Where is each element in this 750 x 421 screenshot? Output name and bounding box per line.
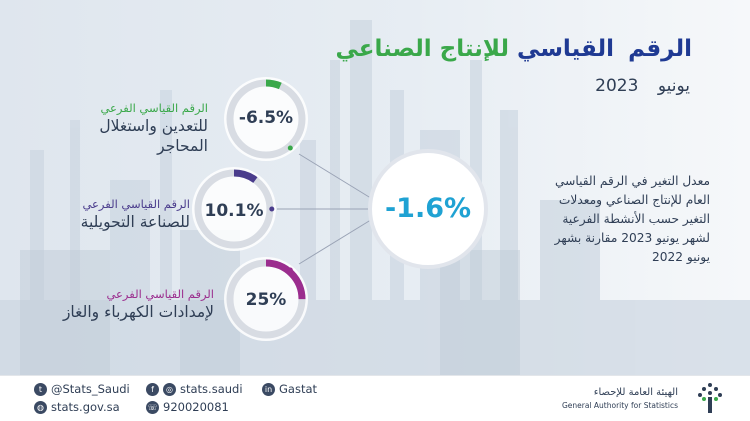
instagram-icon: ◎: [163, 382, 176, 396]
twitter-handle: @Stats_Saudi: [51, 382, 130, 396]
ring-connector-dot-mining: [287, 145, 293, 151]
footer-phone[interactable]: ☏ 920020081: [146, 400, 229, 414]
website-url: stats.gov.sa: [51, 400, 120, 414]
description-line: لشهر يونيو 2023 مقارنة بشهر: [554, 231, 710, 245]
title-part-3: للإنتاج الصناعي: [335, 36, 510, 62]
footer: t @Stats_Saudi ◍ stats.gov.sa f ◎ stats.…: [0, 375, 750, 421]
facebook-icon: f: [146, 382, 159, 396]
ring-background-electricity: [224, 257, 308, 341]
sub-index-name: للتعدين واستغلال: [99, 117, 208, 135]
sub-index-caption: الرقم القياسي الفرعي: [82, 197, 190, 211]
gastat-logo: الهيئة العامة للإحصاء General Authority …: [562, 379, 730, 419]
globe-icon: ◍: [34, 400, 47, 414]
sub-index-label-manufacturing: الرقم القياسي الفرعي للصناعة التحويلية: [20, 196, 190, 232]
logo-text-ar: الهيئة العامة للإحصاء: [593, 387, 678, 398]
title-part-1: الرقم: [628, 36, 692, 62]
page-subtitle: يونيو 2023: [595, 76, 690, 96]
linkedin-icon: in: [262, 382, 275, 396]
footer-twitter[interactable]: t @Stats_Saudi: [34, 382, 130, 396]
sub-index-label-mining: الرقم القياسي الفرعي للتعدين واستغلال ال…: [38, 100, 208, 156]
ring-connector-dot-manufacturing: [269, 206, 275, 212]
sub-index-name: لإمدادات الكهرباء والغاز: [62, 303, 214, 321]
description-line: التغير حسب الأنشطة الفرعية: [562, 212, 710, 226]
twitter-icon: t: [34, 382, 47, 396]
ring-progress-manufacturing: [194, 169, 274, 249]
sub-index-name-cont: المحاجر: [157, 137, 208, 155]
phone-icon: ☏: [146, 400, 159, 414]
page-title: الرقم القياسي للإنتاج الصناعي: [335, 36, 692, 62]
ring-progress-electricity: [226, 259, 306, 339]
sub-index-caption: الرقم القياسي الفرعي: [106, 287, 214, 301]
description-line: يونيو 2022: [652, 250, 710, 264]
title-part-2: القياسي: [517, 36, 615, 62]
subtitle-year: 2023: [595, 76, 639, 96]
logo-text-en: General Authority for Statistics: [561, 401, 678, 410]
ring-background-manufacturing: [192, 167, 276, 251]
linkedin-handle: Gastat: [279, 382, 318, 396]
sub-index-value-manufacturing: 10.1%: [204, 201, 264, 221]
description-line: معدل التغير في الرقم القياسي: [555, 174, 710, 188]
sub-index-value-mining: -6.5%: [238, 108, 294, 128]
sub-index-label-electricity: الرقم القياسي الفرعي لإمدادات الكهرباء و…: [44, 286, 214, 322]
logo-mark: [698, 383, 722, 413]
ring-background-mining: [224, 77, 308, 161]
background-factory: [0, 0, 750, 375]
social-handle: stats.saudi: [180, 382, 243, 396]
sub-index-value-electricity: 25%: [245, 290, 287, 310]
description: معدل التغير في الرقم القياسي العام للإنت…: [530, 172, 710, 267]
ring-connector-dot-electricity: [287, 267, 293, 273]
footer-social[interactable]: f ◎ stats.saudi: [146, 382, 243, 396]
subtitle-month: يونيو: [657, 76, 690, 96]
sub-index-caption: الرقم القياسي الفرعي: [100, 101, 208, 115]
footer-linkedin[interactable]: in Gastat: [262, 382, 317, 396]
description-line: العام للإنتاج الصناعي ومعدلات: [558, 193, 710, 207]
sub-index-name: للصناعة التحويلية: [80, 213, 190, 231]
main-value-circle: [368, 149, 488, 269]
footer-website[interactable]: ◍ stats.gov.sa: [34, 400, 120, 414]
ring-progress-mining: [226, 79, 306, 159]
main-value: -1.6%: [384, 193, 472, 224]
phone-number: 920020081: [163, 400, 229, 414]
